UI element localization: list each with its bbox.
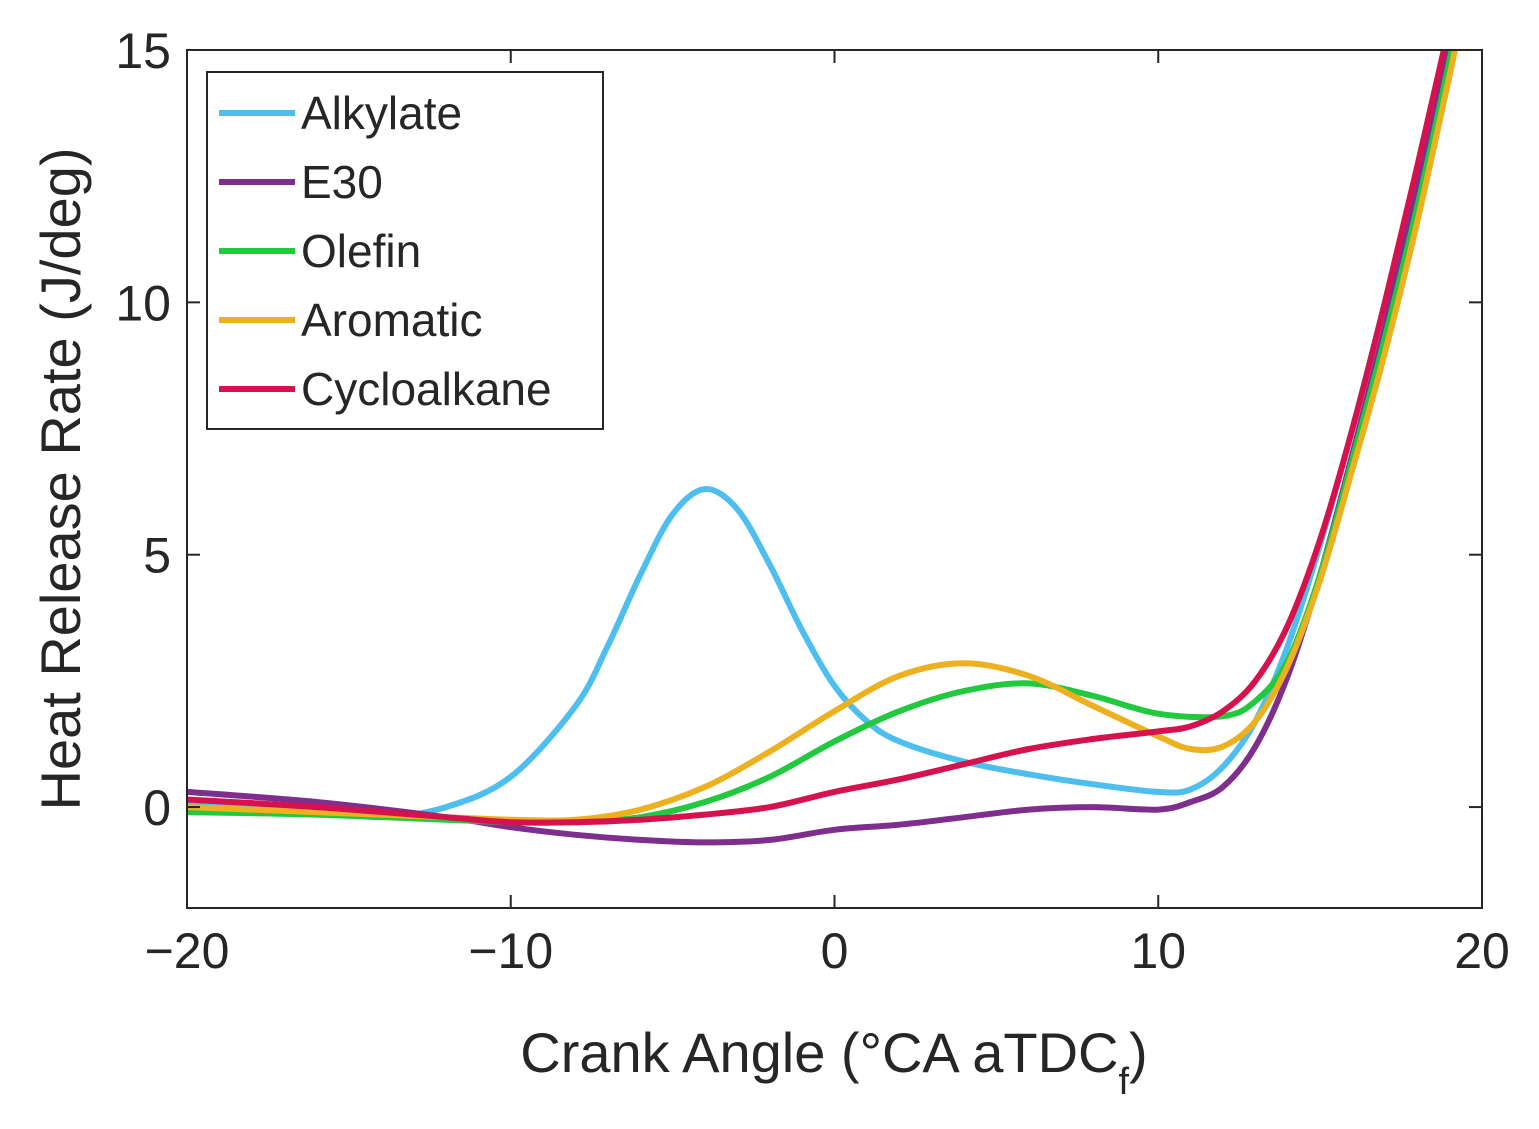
legend-label-cycloalkane: Cycloalkane [301, 363, 552, 415]
x-tick-label: 20 [1454, 923, 1510, 979]
legend-label-alkylate: Alkylate [301, 87, 462, 139]
y-axis-title: Heat Release Rate (J/deg) [29, 147, 92, 810]
legend-label-aromatic: Aromatic [301, 294, 482, 346]
x-tick-label: −20 [145, 923, 230, 979]
legend-label-e30: E30 [301, 156, 383, 208]
x-tick-label: −10 [468, 923, 553, 979]
series-line-cycloalkane [187, 50, 1448, 826]
y-tick-label: 15 [115, 23, 171, 79]
x-tick-label: 0 [821, 923, 849, 979]
y-tick-label: 5 [143, 528, 171, 584]
y-tick-label: 10 [115, 275, 171, 331]
legend-label-olefin: Olefin [301, 225, 421, 277]
y-tick-label: 0 [143, 780, 171, 836]
x-tick-label: 10 [1130, 923, 1186, 979]
x-axis-title: Crank Angle (°CA aTDCf) [520, 1021, 1147, 1103]
